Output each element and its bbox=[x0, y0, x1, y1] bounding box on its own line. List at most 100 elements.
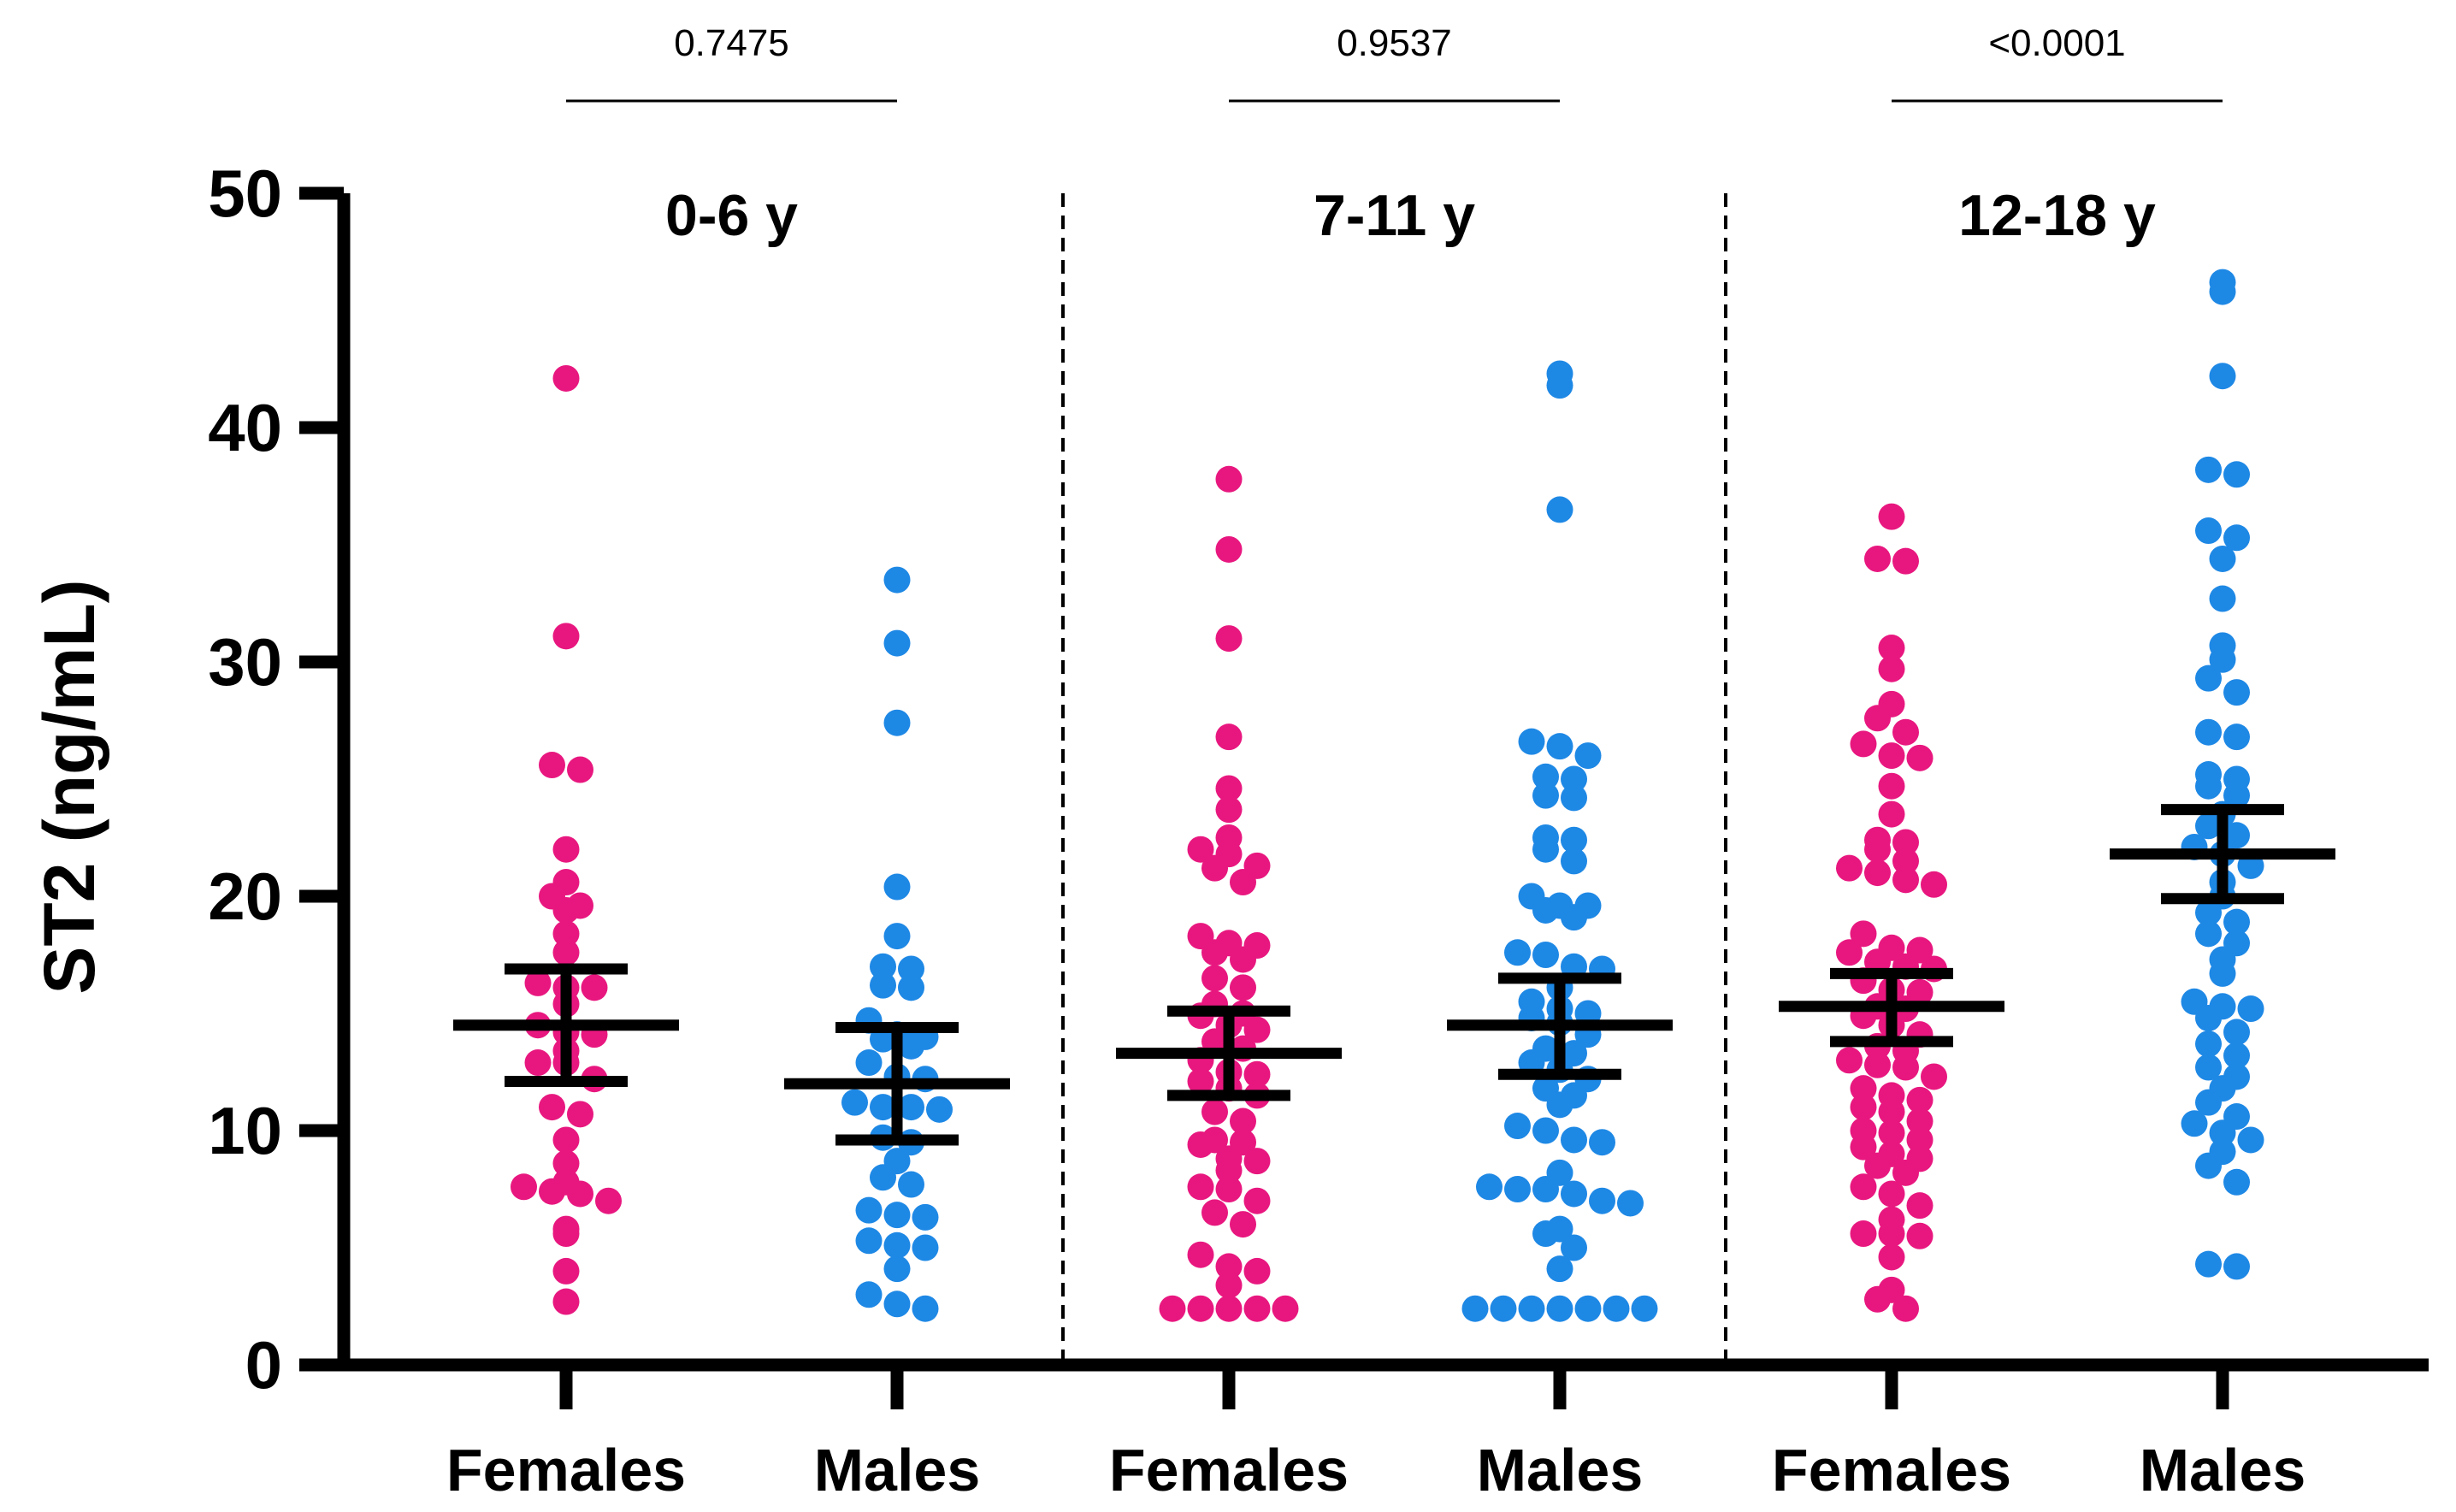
data-point bbox=[1864, 859, 1891, 887]
data-point bbox=[1878, 503, 1905, 530]
data-point bbox=[1215, 775, 1243, 802]
data-point bbox=[1518, 728, 1545, 755]
data-point bbox=[1215, 625, 1243, 653]
data-point bbox=[1490, 1295, 1517, 1322]
age-group-label: 7-11 y bbox=[1314, 183, 1475, 248]
data-point bbox=[1546, 1091, 1573, 1119]
data-point bbox=[1878, 1180, 1905, 1208]
data-point bbox=[1850, 1075, 1877, 1102]
data-point bbox=[1546, 496, 1573, 523]
x-category-label: Males bbox=[1477, 1437, 1644, 1503]
data-point bbox=[898, 1171, 924, 1198]
age-group-label: 12-18 y bbox=[1958, 183, 2156, 248]
data-point bbox=[1215, 1272, 1243, 1299]
data-point bbox=[1201, 965, 1228, 992]
data-point bbox=[1461, 1295, 1489, 1322]
data-point bbox=[1215, 1157, 1243, 1184]
data-point bbox=[855, 1227, 883, 1255]
data-point bbox=[1892, 1295, 1919, 1322]
data-point bbox=[1215, 1253, 1243, 1280]
data-point bbox=[1864, 705, 1891, 732]
data-point bbox=[1850, 1220, 1877, 1248]
data-point bbox=[1230, 1107, 1256, 1135]
data-point bbox=[870, 953, 896, 980]
data-point bbox=[1850, 1094, 1877, 1121]
data-point bbox=[1187, 1295, 1214, 1322]
data-point bbox=[1561, 765, 1587, 793]
data-point bbox=[552, 939, 580, 966]
p-value-label: 0.7475 bbox=[674, 22, 789, 64]
data-point bbox=[552, 896, 580, 924]
data-point bbox=[1243, 1187, 1271, 1214]
data-point bbox=[1892, 718, 1919, 746]
data-point bbox=[1230, 869, 1256, 896]
data-point bbox=[1561, 848, 1587, 875]
data-point bbox=[1574, 742, 1602, 770]
data-point bbox=[2195, 664, 2222, 692]
data-point bbox=[1878, 742, 1905, 770]
data-point bbox=[552, 364, 580, 392]
data-point bbox=[2237, 1126, 2264, 1154]
data-point bbox=[870, 972, 896, 999]
data-point bbox=[2237, 995, 2264, 1023]
data-point bbox=[1532, 896, 1559, 924]
data-point bbox=[883, 1231, 911, 1259]
data-point bbox=[1906, 1107, 1934, 1135]
data-point bbox=[1878, 772, 1905, 800]
data-point bbox=[1878, 655, 1905, 682]
data-point bbox=[1864, 1285, 1891, 1313]
data-point bbox=[2223, 1019, 2250, 1046]
data-point bbox=[855, 1049, 883, 1077]
data-point bbox=[2195, 517, 2222, 545]
data-point bbox=[883, 629, 911, 657]
data-point bbox=[552, 623, 580, 650]
data-point bbox=[1836, 1047, 1863, 1074]
data-point bbox=[1187, 836, 1214, 863]
data-point bbox=[841, 1089, 868, 1116]
data-point bbox=[1836, 939, 1863, 966]
y-tick-label: 20 bbox=[208, 859, 282, 934]
data-point bbox=[1532, 942, 1559, 968]
data-point bbox=[2223, 724, 2250, 751]
data-point bbox=[2209, 585, 2236, 612]
data-point bbox=[883, 1255, 911, 1283]
y-tick-label: 40 bbox=[208, 390, 282, 465]
data-point bbox=[1878, 1243, 1905, 1271]
data-point bbox=[1243, 1148, 1271, 1175]
data-point bbox=[898, 1032, 924, 1060]
data-point bbox=[1201, 939, 1228, 966]
data-point bbox=[883, 1202, 911, 1229]
data-point bbox=[912, 1295, 939, 1322]
data-point bbox=[1243, 1257, 1271, 1285]
data-point bbox=[552, 1149, 580, 1177]
data-point bbox=[1532, 763, 1559, 790]
data-point bbox=[1532, 1117, 1559, 1144]
data-point bbox=[926, 1096, 953, 1123]
data-point bbox=[912, 1234, 939, 1261]
data-point bbox=[1574, 1295, 1602, 1322]
y-tick-label: 50 bbox=[208, 156, 282, 231]
data-point bbox=[2195, 772, 2222, 800]
data-point bbox=[552, 920, 580, 948]
data-point bbox=[1546, 1255, 1573, 1283]
x-category-label: Males bbox=[814, 1437, 981, 1503]
data-point bbox=[1878, 1119, 1905, 1147]
data-point bbox=[539, 1178, 565, 1205]
x-category-label: Females bbox=[446, 1437, 686, 1503]
data-point bbox=[1546, 733, 1573, 760]
data-point bbox=[898, 955, 924, 983]
y-tick-label: 10 bbox=[208, 1093, 282, 1168]
data-point bbox=[1215, 535, 1243, 563]
data-point bbox=[1603, 1295, 1630, 1322]
data-point bbox=[552, 1288, 580, 1315]
data-point bbox=[1631, 1295, 1658, 1322]
data-point bbox=[1892, 866, 1919, 894]
data-point bbox=[2209, 363, 2236, 390]
data-point bbox=[511, 1173, 537, 1201]
data-point bbox=[1878, 1220, 1905, 1248]
data-point bbox=[595, 1187, 622, 1214]
data-point bbox=[1892, 547, 1919, 575]
data-point bbox=[1532, 1176, 1559, 1202]
data-point bbox=[1201, 1199, 1228, 1226]
